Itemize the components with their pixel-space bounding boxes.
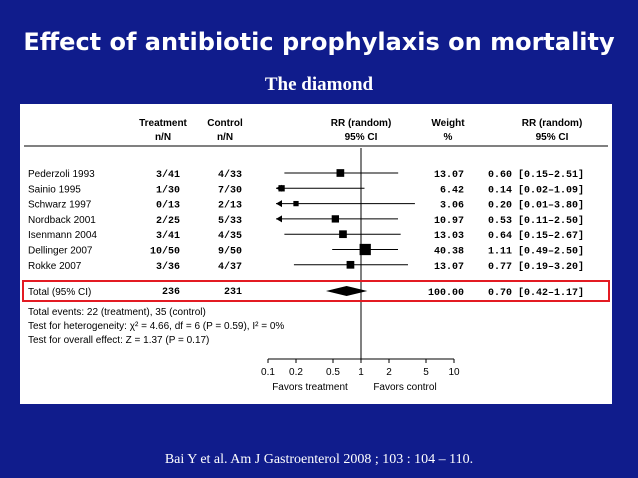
- study-point-estimate: [331, 215, 340, 223]
- study-point-estimate: [278, 185, 285, 192]
- study-control: 4/33: [218, 169, 242, 181]
- study-treatment: 1/30: [156, 184, 180, 196]
- study-treatment: 2/25: [156, 215, 180, 227]
- study-name: Sainio 1995: [28, 184, 81, 195]
- favors-control-label: Favors control: [373, 382, 436, 393]
- study-treatment: 3/36: [156, 261, 180, 273]
- slide-subtitle: The diamond: [264, 74, 374, 95]
- x-axis-tick-label: 0.1: [261, 367, 275, 378]
- study-weight: 13.07: [434, 170, 464, 181]
- study-rr: 0.14 [0.02–1.09]: [488, 184, 584, 196]
- footnote-overall-effect: Test for overall effect: Z = 1.37 (P = 0…: [28, 335, 209, 346]
- header-control-1: Control: [207, 118, 243, 129]
- study-treatment: 3/41: [156, 230, 180, 242]
- study-control: 4/35: [218, 230, 242, 242]
- study-weight: 13.03: [434, 231, 464, 242]
- study-rows: Pederzoli 1993 3/41 4/33 13.07 0.60 [0.15–2.…: [28, 169, 584, 273]
- study-name: Nordback 2001: [28, 215, 96, 226]
- study-control: 9/50: [218, 246, 242, 258]
- study-rr: 1.11 [0.49–2.50]: [488, 246, 584, 258]
- x-axis-tick-label: 5: [423, 367, 429, 378]
- study-control: 5/33: [218, 215, 242, 227]
- study-ci-arrow: [276, 200, 282, 208]
- x-axis-tick-label: 10: [448, 367, 460, 378]
- header-control-2: n/N: [217, 132, 233, 143]
- x-axis-tick-label: 2: [386, 367, 392, 378]
- forest-plot-panel: Treatment n/N Control n/N RR (random) 95…: [20, 104, 612, 404]
- favors-treatment-label: Favors treatment: [272, 382, 348, 393]
- footnote-events: Total events: 22 (treatment), 35 (contro…: [28, 307, 206, 318]
- study-name: Pederzoli 1993: [28, 169, 95, 180]
- total-highlight-box: [22, 280, 610, 302]
- study-rr: 0.64 [0.15–2.67]: [488, 230, 584, 242]
- forest-plot: Treatment n/N Control n/N RR (random) 95…: [22, 118, 610, 393]
- x-axis-tick-label: 1: [358, 367, 364, 378]
- study-treatment: 3/41: [156, 169, 180, 181]
- header-rrplot-1: RR (random): [331, 118, 392, 129]
- study-rr: 0.60 [0.15–2.51]: [488, 169, 584, 181]
- study-name: Isenmann 2004: [28, 230, 97, 241]
- study-control: 4/37: [218, 261, 242, 273]
- study-rr: 0.77 [0.19–3.20]: [488, 261, 584, 273]
- study-treatment: 0/13: [156, 200, 180, 212]
- citation: Bai Y et al. Am J Gastroenterol 2008 ; 1…: [164, 452, 474, 467]
- study-weight: 6.42: [440, 185, 464, 196]
- study-treatment: 10/50: [150, 246, 180, 258]
- x-axis-tick-label: 0.5: [326, 367, 340, 378]
- header-rrvalue-2: 95% CI: [536, 132, 569, 143]
- study-weight: 3.06: [440, 201, 464, 212]
- total-label: Total (95% CI): [28, 287, 91, 298]
- total-control: 231: [224, 287, 242, 298]
- total-diamond: [325, 286, 368, 296]
- study-point-estimate: [346, 260, 355, 269]
- study-weight: 13.07: [434, 262, 464, 273]
- total-treatment: 236: [162, 287, 180, 298]
- footnote-heterogeneity: Test for heterogeneity: χ² = 4.66, df = …: [28, 321, 284, 332]
- study-point-estimate: [339, 230, 347, 239]
- header-rrvalue-1: RR (random): [522, 118, 583, 129]
- study-weight: 40.38: [434, 247, 464, 258]
- slide-title: Effect of antibiotic prophylaxis on mort…: [23, 28, 615, 56]
- total-rr: 0.70 [0.42–1.17]: [488, 287, 584, 299]
- study-weight: 10.97: [434, 216, 464, 227]
- study-point-estimate: [293, 200, 299, 207]
- study-rr: 0.53 [0.11–2.50]: [488, 215, 584, 227]
- study-name: Rokke 2007: [28, 261, 82, 272]
- study-control: 7/30: [218, 184, 242, 196]
- header-treatment-2: n/N: [155, 132, 171, 143]
- study-name: Dellinger 2007: [28, 246, 93, 257]
- header-treatment-1: Treatment: [139, 118, 187, 129]
- study-control: 2/13: [218, 200, 242, 212]
- study-point-estimate: [336, 169, 345, 177]
- study-rr: 0.20 [0.01–3.80]: [488, 200, 584, 212]
- x-axis: 0.1 0.2 0.5 1 2 5 10: [261, 358, 460, 378]
- study-point-estimate: [359, 243, 371, 256]
- header-weight-2: %: [444, 132, 453, 143]
- header-rrplot-2: 95% CI: [345, 132, 378, 143]
- header-weight-1: Weight: [431, 118, 465, 129]
- study-ci-arrow: [276, 215, 282, 223]
- x-axis-tick-label: 0.2: [289, 367, 303, 378]
- total-weight: 100.00: [428, 288, 464, 299]
- plot-area: [276, 148, 415, 359]
- study-name: Schwarz 1997: [28, 200, 92, 211]
